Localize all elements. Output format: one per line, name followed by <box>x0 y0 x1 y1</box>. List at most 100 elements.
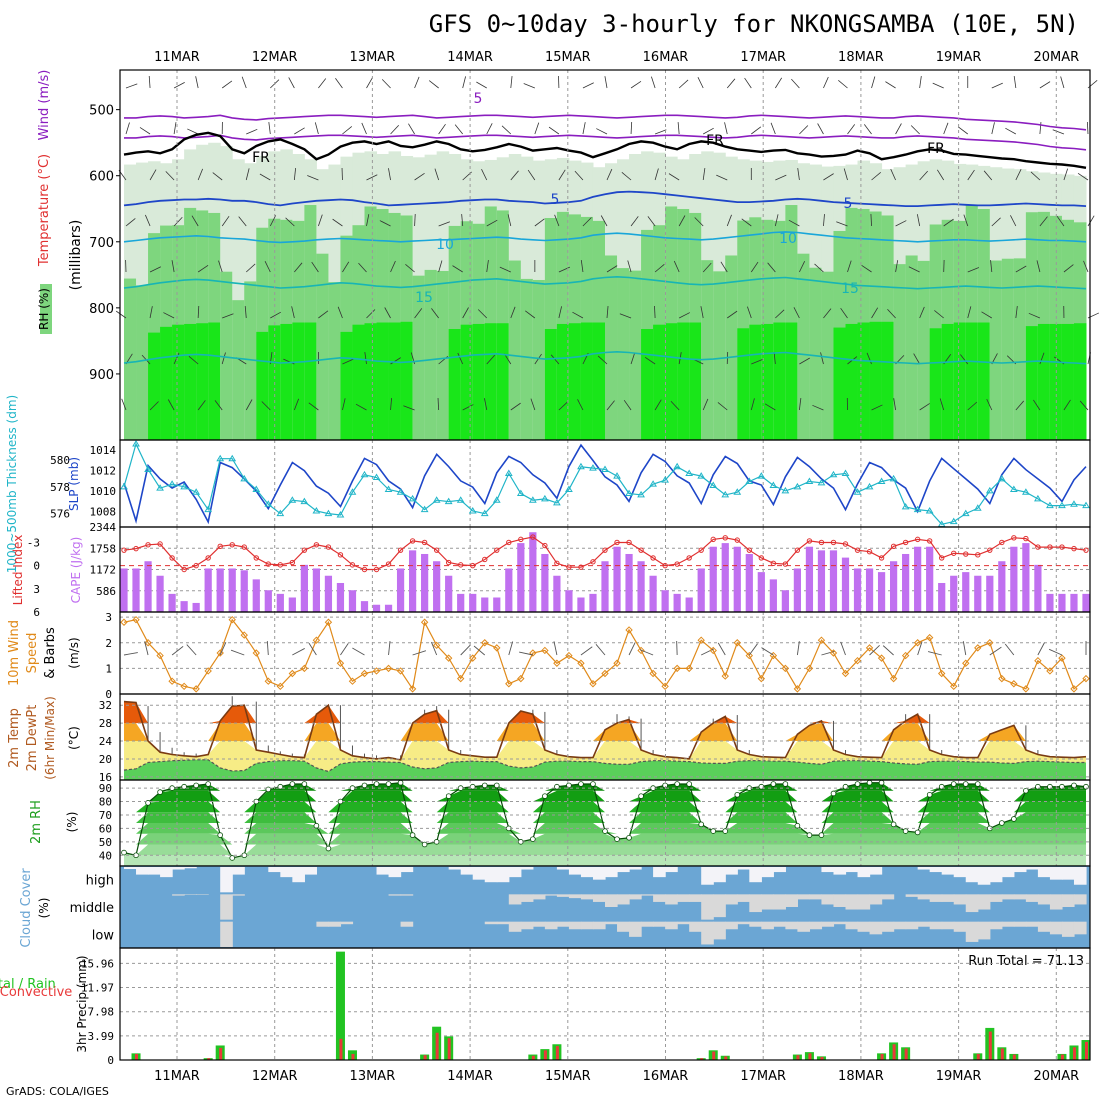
wind-speed-point <box>745 651 754 660</box>
cape-bar <box>228 568 236 612</box>
wind-barb <box>630 352 636 365</box>
wind-barb <box>438 221 450 227</box>
lifted-index-point <box>902 539 909 546</box>
thickness-point <box>288 496 297 503</box>
cape-bar <box>240 570 248 612</box>
cloud-cell <box>821 867 835 873</box>
cloud-cell <box>196 894 209 895</box>
wind-barb <box>580 260 584 273</box>
cloud-cell <box>568 921 582 930</box>
wind-barb <box>823 173 834 181</box>
wind-speed-point <box>613 659 621 667</box>
wind-speed-point <box>841 669 850 678</box>
precip-total-bar <box>335 951 345 1060</box>
rh-point <box>361 782 368 789</box>
cloud-cell <box>1001 921 1015 927</box>
wind-speed-point <box>456 674 465 683</box>
contour-label: 10 <box>436 237 454 253</box>
cape-bar <box>252 579 260 612</box>
lifted-index-point <box>433 547 440 553</box>
lifted-index-point <box>289 559 296 566</box>
rh-band-mid <box>1001 258 1015 440</box>
cloud-cell <box>797 921 811 932</box>
thickness-point <box>661 476 670 483</box>
cloud-cell <box>929 894 943 902</box>
cloud-cell <box>941 867 955 875</box>
contour-label: 15 <box>841 281 859 297</box>
wind-barb <box>428 80 439 89</box>
thickness-point <box>841 469 850 476</box>
wind-barb <box>342 398 346 411</box>
wind-barb <box>823 214 825 227</box>
precip-convective-bar <box>1085 1041 1088 1060</box>
cape-bar <box>276 593 284 612</box>
lifted-index-point <box>1047 544 1053 550</box>
freezing-level-line <box>123 131 1087 169</box>
cloud-cell <box>520 867 534 870</box>
wind-barb <box>630 80 642 89</box>
wind-barb <box>654 263 665 273</box>
wind-barb <box>191 215 199 227</box>
wind-barb <box>1039 352 1045 365</box>
rh-band-high <box>845 323 859 440</box>
precip-convective-bar <box>976 1053 980 1060</box>
cloud-cell <box>641 921 654 927</box>
isotherm-0-upper <box>124 134 1087 151</box>
wind-barb <box>1077 172 1089 181</box>
wind-barb <box>919 403 930 411</box>
cloud-cell <box>941 894 955 902</box>
wind-barb <box>677 122 680 135</box>
wind-barb <box>651 76 656 89</box>
wind-barb <box>501 125 512 135</box>
wind-barb <box>697 77 704 89</box>
cloud-cell <box>592 921 606 930</box>
cloud-cell <box>400 867 414 873</box>
wind-barb <box>245 263 256 273</box>
wind-speed-point <box>889 674 898 683</box>
wind-barb <box>967 401 978 411</box>
precip-convective-bar <box>892 1044 896 1060</box>
wind-barb <box>342 358 354 365</box>
thickness-point <box>889 474 898 482</box>
cape-bar <box>216 568 224 612</box>
rh-point <box>914 829 921 836</box>
cape-bar <box>589 593 597 612</box>
wind-barb <box>840 307 848 319</box>
wind-speed-point <box>661 682 669 691</box>
wind-barb <box>939 398 945 411</box>
rh-point <box>854 781 861 787</box>
date-label-top: 11MAR <box>154 50 200 65</box>
wind-barb <box>510 402 521 411</box>
rh-point <box>710 828 717 834</box>
thickness-point <box>492 496 501 503</box>
cloud-cell <box>472 867 486 880</box>
wind-barb <box>390 124 400 135</box>
lifted-index-point <box>866 549 873 555</box>
cloud-cell <box>761 867 774 878</box>
rh-band-mid <box>316 253 329 440</box>
precip-convective-bar <box>435 1032 439 1060</box>
rh-band-high <box>857 322 871 440</box>
cloud-cell <box>1001 894 1015 900</box>
wind-barb <box>793 307 800 319</box>
wind-barb <box>619 313 632 319</box>
rh-band-mid <box>617 268 630 440</box>
thickness-point <box>396 488 405 495</box>
rh-point <box>902 828 909 834</box>
chart-title: GFS 0~10day 3-hourly for NKONGSAMBA (10E… <box>429 10 1079 38</box>
wind-barb <box>507 214 512 227</box>
wind-barb <box>384 307 391 319</box>
thickness-point <box>420 505 429 513</box>
cape-bar <box>396 568 405 612</box>
temp-fill-hot <box>124 701 1086 724</box>
lifted-index-point <box>145 542 151 548</box>
wind-barb <box>866 352 872 365</box>
wind-speed-point <box>493 644 501 652</box>
cloud-cell <box>857 867 871 878</box>
cloud-cell <box>965 894 979 913</box>
lifted-index-point <box>999 539 1005 546</box>
rh-point <box>626 834 632 841</box>
surface-wind-barb <box>292 648 305 656</box>
precip-convective-bar <box>820 1056 824 1060</box>
thickness-line <box>123 442 1087 525</box>
